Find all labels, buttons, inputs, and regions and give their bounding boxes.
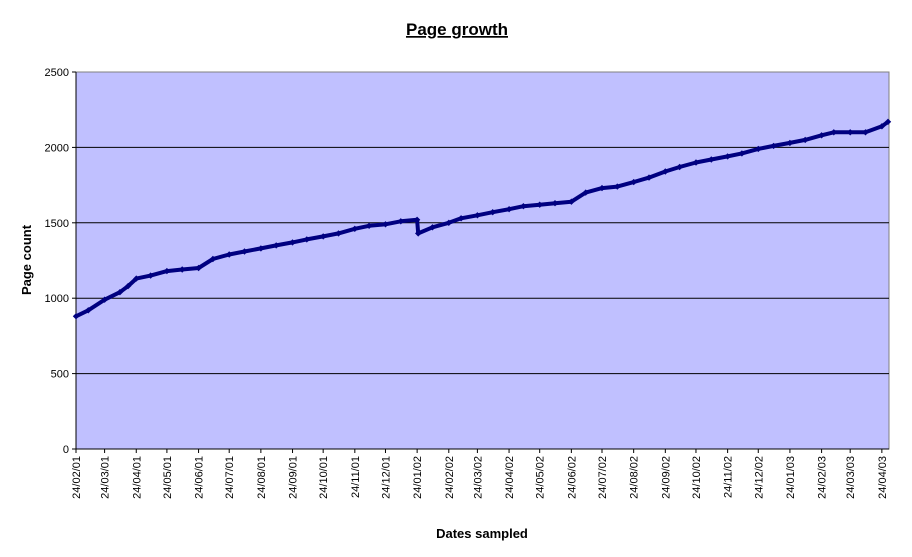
data-point (415, 230, 422, 237)
data-point (429, 224, 436, 231)
data-point (85, 307, 92, 314)
x-tick-label: 24/03/02 (472, 456, 484, 499)
x-tick-label: 24/02/01 (71, 456, 83, 499)
data-point (289, 239, 296, 246)
data-point (320, 233, 327, 240)
data-point (489, 209, 496, 216)
data-point (257, 245, 265, 252)
data-point (884, 118, 892, 125)
series-page-count (72, 118, 892, 320)
data-point (351, 225, 358, 232)
data-point (676, 163, 683, 171)
data-point (818, 132, 825, 139)
y-axis-title: Page count (19, 224, 34, 295)
data-point (335, 230, 342, 237)
data-point (209, 255, 217, 263)
data-point (303, 236, 310, 243)
data-point (662, 168, 669, 175)
data-point (179, 266, 186, 273)
x-tick-label: 24/12/02 (753, 456, 765, 499)
y-tick-label: 2500 (45, 67, 69, 79)
x-tick-label: 24/05/02 (535, 456, 547, 499)
data-point (72, 313, 80, 320)
data-point (568, 198, 575, 205)
x-tick-label: 24/10/02 (691, 456, 703, 499)
data-point (582, 189, 589, 196)
data-point (551, 200, 559, 207)
data-point (738, 150, 746, 157)
x-tick-label: 24/04/03 (877, 456, 889, 499)
data-point (847, 129, 854, 136)
data-point (786, 139, 794, 147)
data-point (802, 136, 809, 144)
grid-lines (76, 146, 889, 375)
data-point (163, 267, 171, 275)
data-point (645, 174, 653, 181)
x-tick-label: 24/08/02 (629, 456, 641, 499)
data-point (614, 183, 621, 190)
x-tick-label: 24/01/02 (412, 456, 424, 499)
x-tick-label: 24/07/02 (597, 456, 609, 499)
x-tick-label: 24/05/01 (162, 456, 174, 499)
data-point (692, 159, 700, 166)
data-point (830, 129, 837, 136)
x-tick-label: 24/08/01 (256, 456, 268, 499)
x-axis-title: Dates sampled (436, 526, 528, 541)
data-point (520, 203, 527, 210)
y-tick-label: 1500 (45, 218, 69, 230)
data-point (457, 215, 465, 222)
data-point (241, 248, 248, 255)
data-point (382, 221, 389, 228)
data-point (755, 145, 762, 153)
x-tick-label: 24/03/01 (100, 456, 112, 499)
data-point (630, 178, 637, 186)
data-point (124, 282, 132, 290)
data-point (133, 275, 140, 282)
x-tick-label: 24/12/01 (380, 456, 392, 499)
data-point (536, 201, 543, 208)
data-point (445, 219, 452, 226)
x-axis-ticks: 24/02/01 24/03/01 24/04/01 24/05/01 24/06/01… (71, 449, 889, 499)
x-tick-label: 24/07/01 (224, 456, 236, 499)
data-point (397, 218, 404, 225)
y-axis-ticks: 0 500 1000 1500 2000 2500 (45, 67, 76, 456)
x-tick-label: 24/02/03 (817, 456, 829, 499)
data-point (101, 296, 108, 303)
data-point (226, 251, 233, 258)
data-point (598, 184, 606, 192)
x-tick-label: 24/03/03 (845, 456, 857, 499)
x-tick-label: 24/01/03 (785, 456, 797, 499)
x-tick-label: 24/02/02 (444, 456, 456, 499)
x-tick-label: 24/09/01 (288, 456, 300, 499)
series-line (75, 120, 890, 319)
data-point (878, 123, 886, 130)
x-tick-label: 24/11/01 (350, 456, 362, 498)
data-point (116, 289, 124, 296)
x-tick-label: 24/04/02 (504, 456, 516, 499)
plot-area (75, 71, 890, 450)
data-point (147, 272, 154, 279)
x-tick-label: 24/09/02 (660, 456, 672, 499)
data-point (273, 242, 280, 249)
y-tick-label: 1000 (45, 293, 69, 305)
data-point (413, 216, 421, 223)
y-tick-label: 0 (63, 444, 69, 456)
data-point (724, 153, 731, 160)
data-point (862, 129, 869, 136)
x-tick-label: 24/11/02 (723, 456, 735, 498)
x-tick-label: 24/10/01 (318, 456, 330, 499)
x-tick-label: 24/06/02 (566, 456, 578, 499)
x-tick-label: 24/06/01 (194, 456, 206, 499)
x-tick-label: 24/04/01 (131, 456, 143, 499)
data-point (365, 222, 373, 229)
y-tick-label: 2000 (45, 142, 69, 154)
chart-title: Page growth (406, 20, 508, 39)
data-point (474, 212, 481, 219)
data-point (195, 264, 202, 272)
data-point (708, 156, 715, 163)
data-point (770, 142, 777, 150)
y-tick-label: 500 (51, 369, 69, 381)
data-point (505, 206, 513, 213)
